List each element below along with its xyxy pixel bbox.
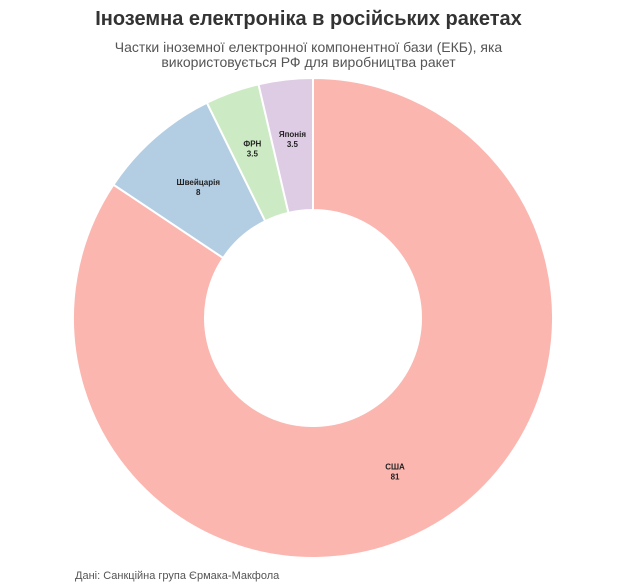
slice-value-3: 3.5 (247, 150, 259, 159)
slice-label-3: ФРН (243, 140, 261, 149)
slice-value-2: 8 (196, 188, 201, 197)
slice-1 (71, 76, 554, 559)
slice-value-1: 81 (391, 472, 400, 481)
source-note: Дані: Санкційна група Єрмака-Макфола (75, 570, 280, 582)
slice-label-1: США (385, 462, 405, 471)
slice-4 (257, 76, 314, 215)
slice-label-4: Японія (279, 130, 307, 139)
chart-subtitle: Частки іноземної електронної компонентно… (114, 39, 503, 70)
chart-title: Іноземна електроніка в російських ракета… (95, 8, 522, 30)
donut-slices (71, 76, 554, 559)
slice-label-2: Швейцарія (177, 178, 221, 187)
slice-value-4: 3.5 (287, 140, 299, 149)
